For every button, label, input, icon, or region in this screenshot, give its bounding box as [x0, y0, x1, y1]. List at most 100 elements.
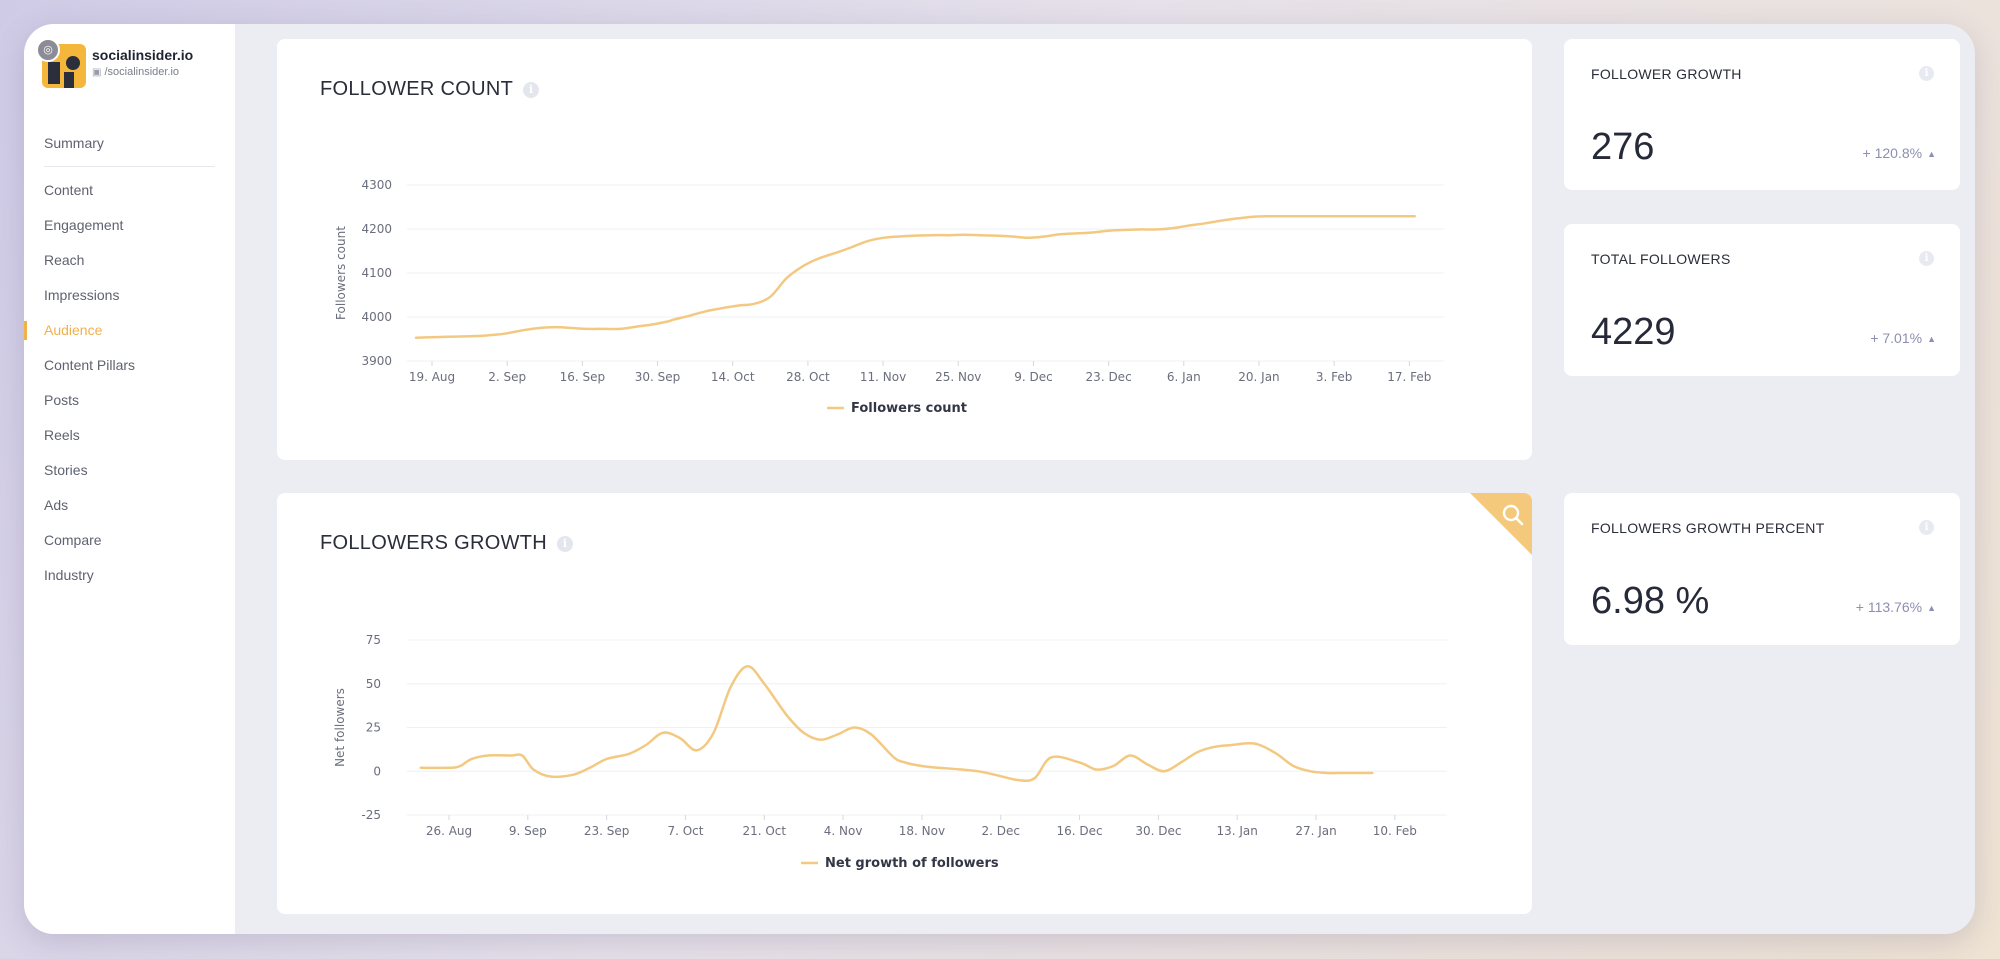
y-tick-label: 4300	[361, 178, 392, 192]
y-tick-label: 4000	[361, 310, 392, 324]
x-tick-label: 9. Sep	[509, 824, 547, 838]
series-line	[414, 214, 1416, 339]
x-tick-label: 11. Nov	[860, 370, 906, 384]
y-tick-label: -25	[361, 808, 381, 822]
follower-count-card: FOLLOWER COUNT i 3900 4000 4100 4200 4300 19. …	[277, 39, 1532, 460]
x-tick-label: 23. Dec	[1086, 370, 1132, 384]
sidebar-item-audience[interactable]: Audience	[24, 313, 235, 348]
avatar	[42, 44, 86, 88]
followers-growth-chart: -25 0 25 50 75 26. Aug 9. Sep 23. Sep 7. Oct 21. …	[333, 633, 1447, 871]
x-tick-label: 30. Dec	[1135, 824, 1181, 838]
search-icon	[1502, 504, 1524, 526]
sidebar: ◎ socialinsider.io ▣/socialinsider.io Su…	[24, 24, 235, 934]
y-tick-label: 75	[366, 633, 381, 647]
stat-change: + 113.76% ▲	[1856, 599, 1936, 615]
y-tick-label: 0	[373, 764, 381, 778]
y-axis-title: Net followers	[333, 688, 347, 767]
x-tick-label: 25. Nov	[935, 370, 981, 384]
stat-info[interactable]: i	[1919, 65, 1934, 83]
stat-title: TOTAL FOLLOWERS	[1591, 251, 1731, 267]
x-tick-label: 2. Sep	[488, 370, 526, 384]
x-tick-label: 19. Aug	[409, 370, 455, 384]
app-window: ◎ socialinsider.io ▣/socialinsider.io Su…	[24, 24, 1975, 934]
y-tick-label: 25	[366, 721, 381, 735]
stat-value: 276	[1591, 126, 1655, 168]
x-tick-label: 16. Dec	[1056, 824, 1102, 838]
stat-change-text: + 113.76%	[1855, 599, 1923, 615]
x-tick-label: 30. Sep	[635, 370, 681, 384]
x-tick-label: 7. Oct	[667, 824, 703, 838]
sidebar-item-stories[interactable]: Stories	[44, 462, 88, 478]
sidebar-item-posts[interactable]: Posts	[44, 392, 80, 408]
y-tick-label: 4100	[361, 266, 392, 280]
info-icon[interactable]: i	[1919, 66, 1934, 82]
sidebar-item-impressions[interactable]: Impressions	[44, 287, 120, 303]
x-tick-label: 16. Sep	[560, 370, 606, 384]
x-tick-label: 28. Oct	[786, 370, 830, 384]
x-tick-label: 2. Dec	[981, 824, 1019, 838]
growth-percent-stat-card: FOLLOWERS GROWTH PERCENT i 6.98 % + 113.…	[1564, 493, 1960, 645]
profile-header[interactable]: ◎ socialinsider.io ▣/socialinsider.io	[36, 38, 232, 94]
x-tick-label: 14. Oct	[711, 370, 755, 384]
stat-change-text: + 120.8%	[1862, 145, 1923, 161]
x-tick-label: 3. Feb	[1316, 370, 1353, 384]
legend-label: Followers count	[851, 401, 967, 416]
info-icon[interactable]: i	[1919, 251, 1934, 267]
info-icon[interactable]: i	[1919, 520, 1934, 536]
x-tick-label: 17. Feb	[1387, 370, 1431, 384]
x-tick-label: 27. Jan	[1295, 824, 1336, 838]
arrow-up-icon: ▲	[1927, 603, 1936, 613]
followers-growth-title: FOLLOWERS GROWTH i	[320, 532, 574, 555]
sidebar-item-industry[interactable]: Industry	[44, 567, 94, 583]
sidebar-item-summary[interactable]: Summary	[44, 135, 104, 151]
sidebar-item-content-pillars[interactable]: Content Pillars	[44, 357, 136, 373]
series-line	[419, 665, 1374, 783]
sidebar-item-engagement[interactable]: Engagement	[44, 217, 124, 233]
info-icon[interactable]: i	[523, 81, 540, 98]
x-tick-label: 6. Jan	[1167, 370, 1201, 384]
stat-change: + 7.01% ▲	[1870, 330, 1936, 346]
nav-divider	[44, 166, 215, 167]
stat-title: FOLLOWER GROWTH	[1591, 66, 1742, 82]
x-tick-label: 9. Dec	[1014, 370, 1052, 384]
x-tick-label: 20. Jan	[1238, 370, 1279, 384]
y-axis-title: Followers count	[334, 226, 348, 320]
info-icon[interactable]: i	[557, 535, 574, 552]
zoom-corner-button[interactable]	[1470, 493, 1532, 555]
x-tick-label: 23. Sep	[584, 824, 630, 838]
sidebar-item-ads[interactable]: Ads	[44, 497, 69, 513]
follower-count-title: FOLLOWER COUNT i	[320, 78, 540, 101]
followers-growth-card: FOLLOWERS GROWTH i -25 0 25 50 75 26. Aug 9. Se…	[277, 493, 1532, 914]
sidebar-item-compare[interactable]: Compare	[44, 532, 102, 548]
y-tick-label: 50	[366, 677, 381, 691]
follower-count-title-text: FOLLOWER COUNT	[320, 78, 514, 100]
profile-handle-text: /socialinsider.io	[104, 66, 180, 78]
stat-info[interactable]: i	[1919, 519, 1934, 537]
follower-growth-stat-card: FOLLOWER GROWTH i 276 + 120.8% ▲	[1564, 39, 1960, 190]
arrow-up-icon: ▲	[1927, 334, 1936, 344]
y-tick-label: 4200	[361, 222, 392, 236]
x-tick-label: 26. Aug	[426, 824, 472, 838]
stat-value: 4229	[1591, 311, 1676, 353]
follower-count-chart: 3900 4000 4100 4200 4300 19. Aug 2. Sep 16. Sep…	[334, 178, 1444, 416]
x-tick-label: 13. Jan	[1216, 824, 1257, 838]
stat-title: FOLLOWERS GROWTH PERCENT	[1591, 520, 1825, 536]
sidebar-item-reach[interactable]: Reach	[44, 252, 85, 268]
followers-growth-title-text: FOLLOWERS GROWTH	[320, 532, 548, 554]
stat-value: 6.98 %	[1591, 580, 1710, 622]
sidebar-nav: Summary Content Engagement Reach Impress…	[24, 126, 235, 593]
stat-change-text: + 7.01%	[1870, 330, 1923, 346]
instagram-small-icon: ▣	[92, 67, 102, 78]
total-followers-stat-card: TOTAL FOLLOWERS i 4229 + 7.01% ▲	[1564, 224, 1960, 376]
stat-info[interactable]: i	[1919, 250, 1934, 268]
x-tick-label: 18. Nov	[899, 824, 945, 838]
profile-name: socialinsider.io	[92, 47, 194, 63]
sidebar-item-content[interactable]: Content	[44, 182, 94, 198]
arrow-up-icon: ▲	[1927, 149, 1936, 159]
x-tick-label: 21. Oct	[742, 824, 786, 838]
stat-change: + 120.8% ▲	[1863, 145, 1936, 161]
instagram-icon: ◎	[36, 38, 60, 62]
x-tick-label: 4. Nov	[824, 824, 863, 838]
sidebar-item-reels[interactable]: Reels	[44, 427, 80, 443]
x-tick-label: 10. Feb	[1373, 824, 1417, 838]
